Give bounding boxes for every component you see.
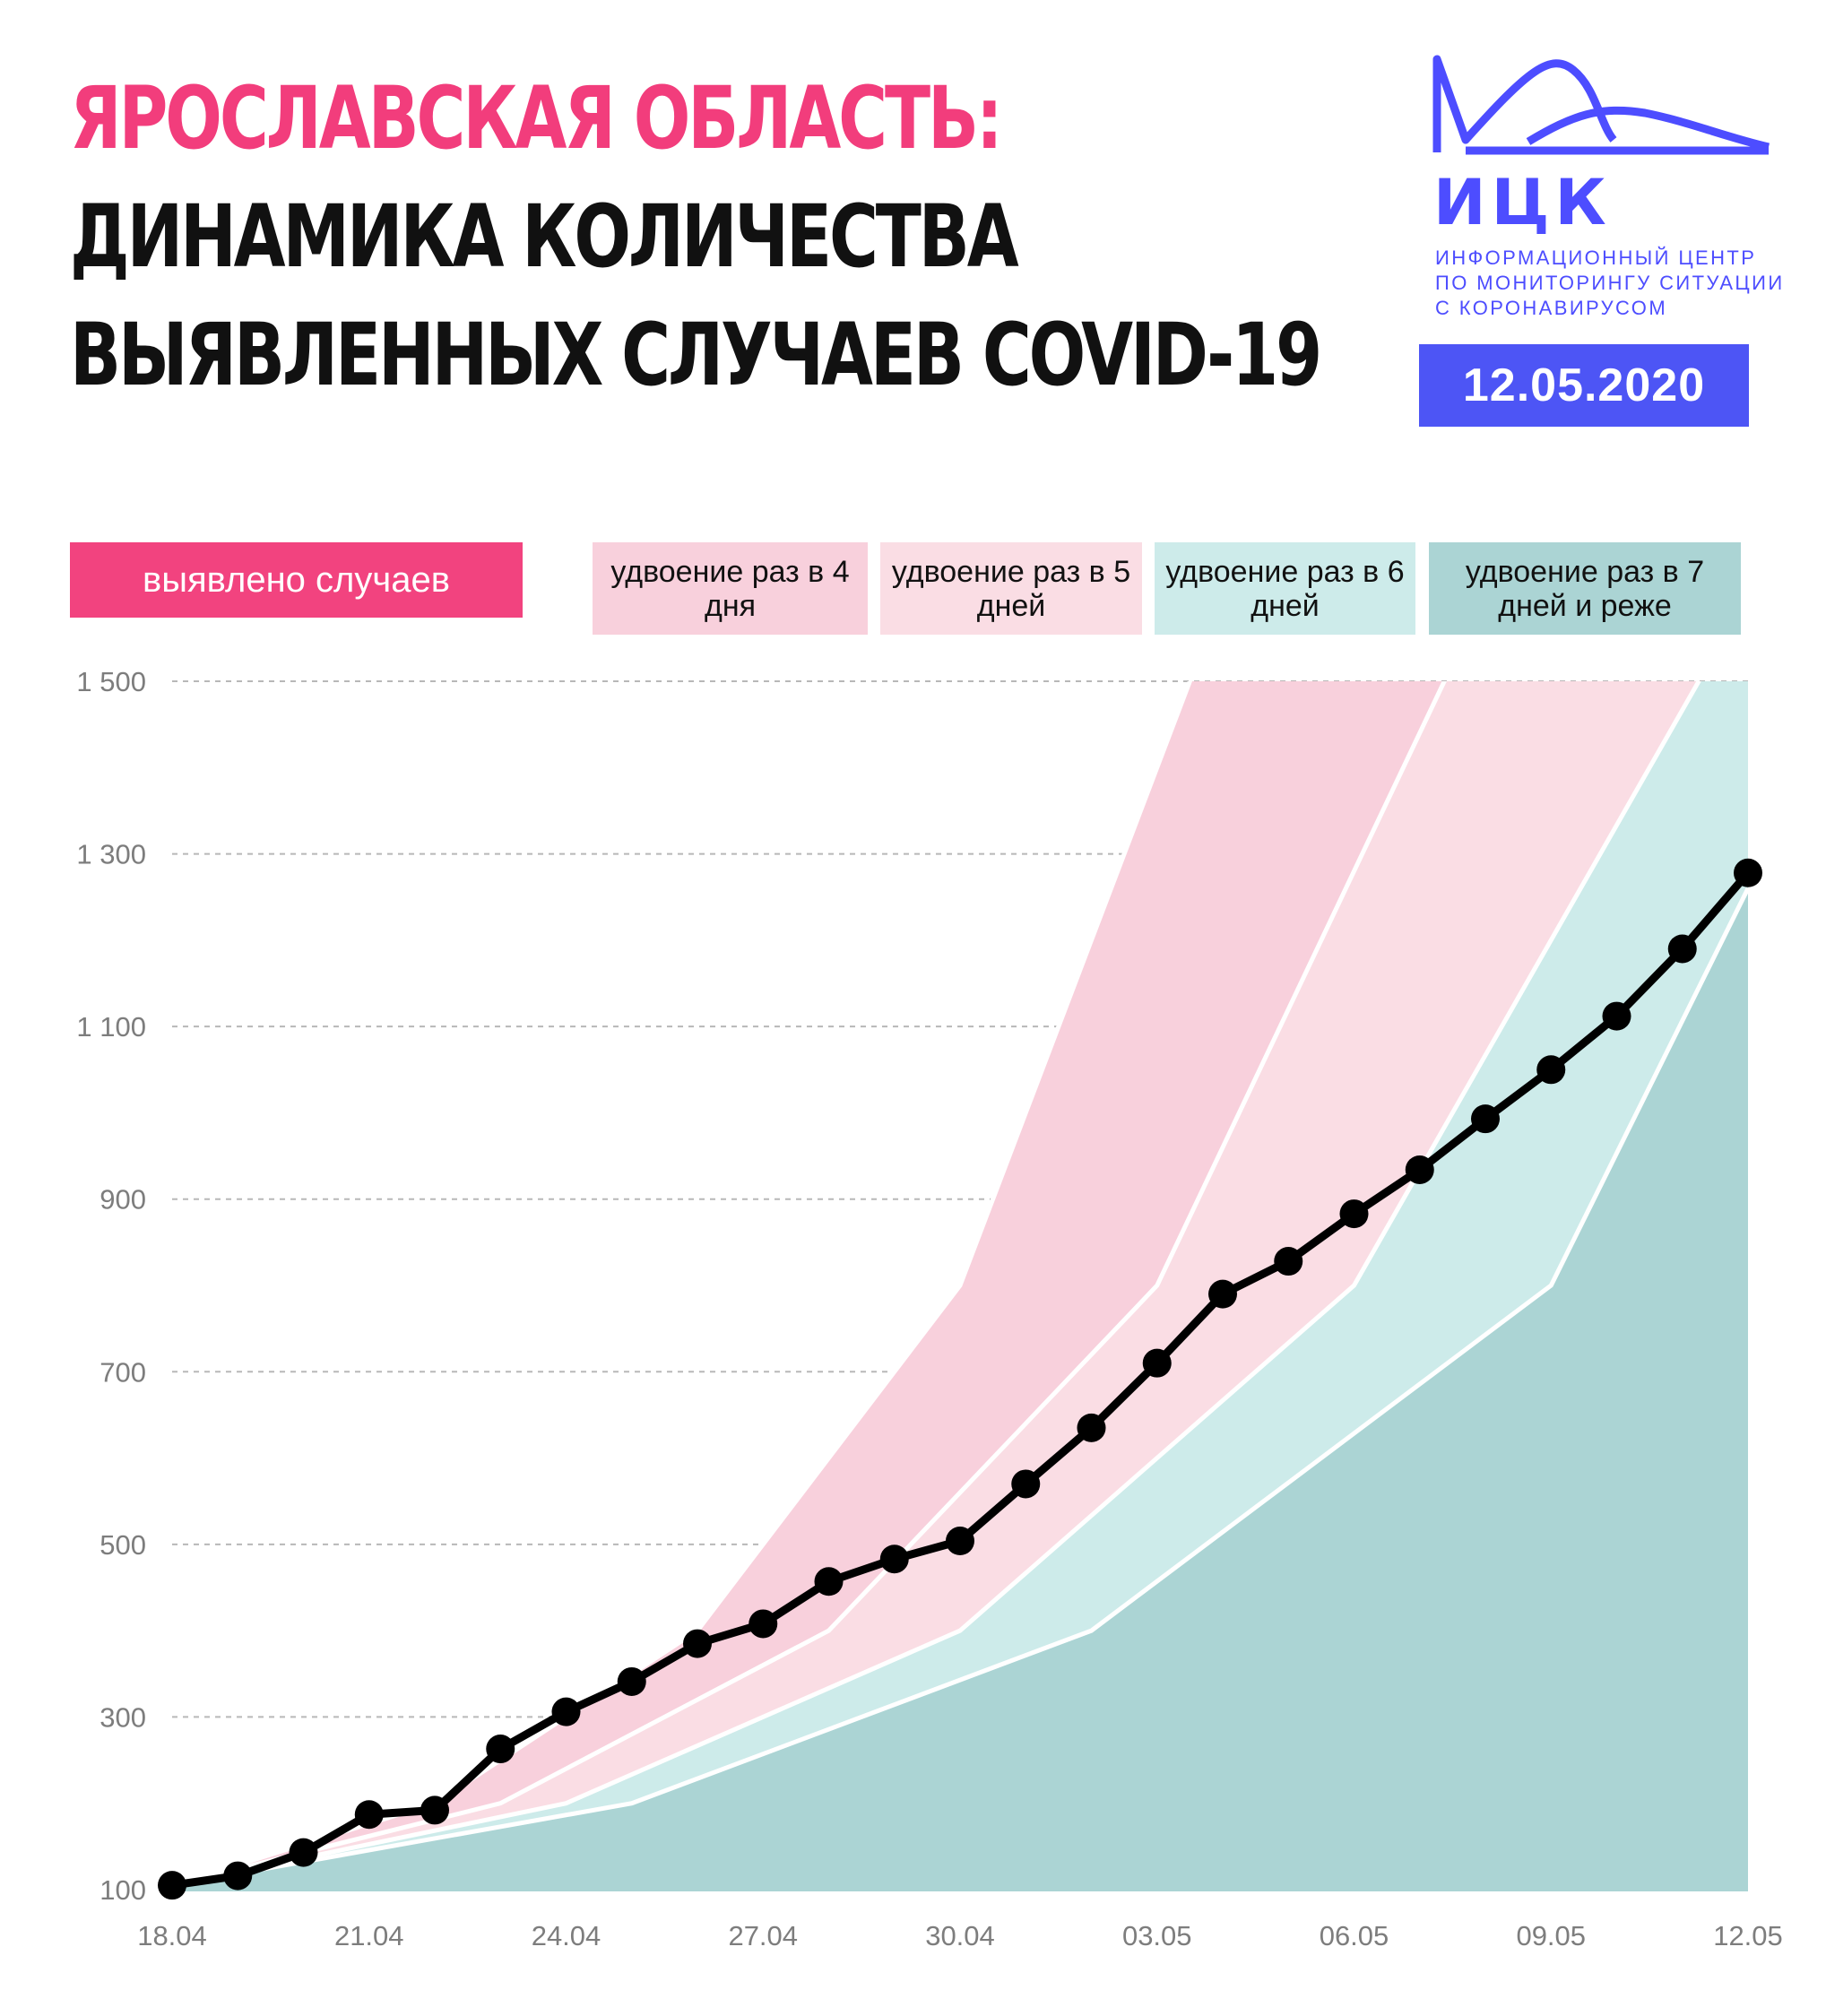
data-point-20.04 <box>289 1838 318 1867</box>
x-tick-27.04: 27.04 <box>728 1920 798 1951</box>
data-point-23.04 <box>486 1735 515 1764</box>
logo-description: информационный центр по мониторингу ситу… <box>1435 246 1785 321</box>
x-tick-03.05: 03.05 <box>1122 1920 1192 1951</box>
band-group <box>172 681 1748 1891</box>
y-tick-700: 700 <box>100 1356 146 1388</box>
data-point-24.04 <box>551 1697 581 1726</box>
x-tick-09.05: 09.05 <box>1516 1920 1586 1951</box>
data-point-12.05 <box>1734 858 1762 887</box>
y-tick-1100: 1 100 <box>76 1011 146 1043</box>
x-tick-06.05: 06.05 <box>1320 1920 1389 1951</box>
x-tick-18.04: 18.04 <box>137 1920 207 1951</box>
data-point-18.04 <box>158 1871 186 1900</box>
data-point-03.05 <box>1142 1348 1172 1378</box>
y-tick-900: 900 <box>100 1184 146 1216</box>
y-tick-100: 100 <box>100 1874 146 1906</box>
data-point-05.05 <box>1274 1247 1303 1276</box>
band-edge-doubling-7-days <box>172 887 1748 1888</box>
legend-cases: выявлено случаев <box>70 542 523 618</box>
logo-desc-line-3: с коронавирусом <box>1435 297 1668 319</box>
title-line-2: ДИНАМИКА КОЛИЧЕСТВА <box>70 186 1019 287</box>
title-region: ЯРОСЛАВСКАЯ ОБЛАСТЬ: <box>70 68 1003 169</box>
data-point-25.04 <box>617 1666 646 1696</box>
page-title: ЯРОСЛАВСКАЯ ОБЛАСТЬ: ДИНАМИКА КОЛИЧЕСТВА… <box>70 59 1322 414</box>
data-point-09.05 <box>1536 1055 1566 1085</box>
band-edge-doubling-5-days <box>172 681 1447 1888</box>
data-point-01.05 <box>1011 1469 1041 1499</box>
data-point-21.04 <box>354 1800 384 1830</box>
y-tick-1500: 1 500 <box>76 666 146 697</box>
legend-doubling-5-days: удвоение раз в 5 дней <box>880 542 1142 635</box>
data-point-11.05 <box>1667 934 1697 964</box>
y-tick-500: 500 <box>100 1529 146 1561</box>
band-doubling-7-days <box>172 888 1748 1891</box>
x-tick-24.04: 24.04 <box>532 1920 601 1951</box>
data-point-26.04 <box>683 1629 712 1658</box>
data-point-27.04 <box>749 1609 778 1639</box>
title-line-3: ВЫЯВЛЕННЫХ СЛУЧАЕВ COVID-19 <box>70 305 1322 405</box>
data-point-04.05 <box>1208 1279 1237 1309</box>
x-tick-21.04: 21.04 <box>334 1920 404 1951</box>
data-point-02.05 <box>1077 1413 1106 1442</box>
logo-desc-line-2: по мониторингу ситуации <box>1435 272 1785 294</box>
logo-abbreviation: ИЦК <box>1433 166 1612 239</box>
data-point-10.05 <box>1602 1001 1631 1031</box>
itsk-logo: ИЦК информационный центр по мониторингу … <box>1430 52 1782 319</box>
date-badge: 12.05.2020 <box>1419 344 1749 427</box>
x-tick-12.05: 12.05 <box>1713 1920 1783 1951</box>
data-point-30.04 <box>946 1527 974 1556</box>
data-point-06.05 <box>1339 1199 1369 1229</box>
data-point-19.04 <box>223 1861 253 1891</box>
logo-desc-line-1: информационный центр <box>1435 247 1757 269</box>
band-edge-doubling-6-days <box>172 681 1701 1888</box>
legend-doubling-7-days: удвоение раз в 7 дней и реже <box>1429 542 1741 635</box>
data-point-22.04 <box>420 1795 449 1825</box>
data-point-28.04 <box>814 1567 844 1596</box>
data-point-08.05 <box>1471 1104 1500 1134</box>
data-point-07.05 <box>1405 1155 1434 1184</box>
logo-wave-icon <box>1432 55 1770 155</box>
y-tick-300: 300 <box>100 1701 146 1733</box>
x-tick-30.04: 30.04 <box>925 1920 995 1951</box>
y-tick-1300: 1 300 <box>76 839 146 870</box>
legend-doubling-4-days: удвоение раз в 4 дня <box>593 542 868 635</box>
legend-doubling-6-days: удвоение раз в 6 дней <box>1155 542 1415 635</box>
data-point-29.04 <box>879 1544 909 1574</box>
